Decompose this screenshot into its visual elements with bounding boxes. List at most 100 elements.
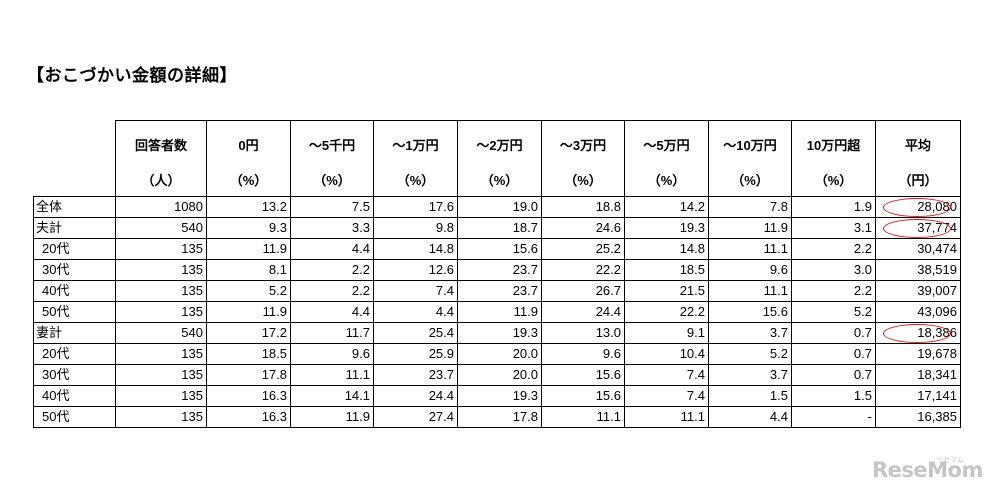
table-cell: 135	[115, 364, 207, 386]
row-label: 50代	[33, 406, 116, 428]
header-blank-cell	[33, 165, 116, 197]
table-cell: 25.2	[541, 238, 625, 260]
table-cell: 11.1	[624, 406, 709, 428]
column-unit: （%）	[708, 165, 792, 197]
table-cell: 25.9	[373, 343, 458, 365]
column-header: ～2万円	[457, 120, 542, 166]
table-row: 夫計 540 9.3 3.3 9.8 18.7 24.6 19.3 11.9 3.1 37,774	[33, 217, 961, 239]
table-cell: 11.1	[290, 364, 374, 386]
average-value: 37,774	[917, 220, 957, 235]
table-cell: 4.4	[290, 238, 374, 260]
table-cell: 135	[115, 343, 207, 365]
header-blank-cell	[33, 120, 116, 166]
column-unit: （%）	[290, 165, 374, 197]
table-cell: 2.2	[791, 238, 876, 260]
column-header: ～1万円	[373, 120, 458, 166]
row-label: 夫計	[33, 217, 116, 239]
column-header: 0円	[206, 120, 291, 166]
column-header: ～3万円	[541, 120, 625, 166]
row-label: 20代	[33, 238, 116, 260]
table-cell: 17.8	[206, 364, 291, 386]
table-cell: 11.7	[290, 322, 374, 344]
table-cell: 2.2	[290, 280, 374, 302]
table-cell: 2.2	[791, 280, 876, 302]
table-cell: 0.7	[791, 343, 876, 365]
table-cell: 1.9	[791, 196, 876, 218]
table-cell: 26.7	[541, 280, 625, 302]
table-cell: 15.6	[708, 301, 792, 323]
table-cell: 2.2	[290, 259, 374, 281]
column-unit: （%）	[457, 165, 542, 197]
table-cell: 1080	[115, 196, 207, 218]
table-row: 40代 135 16.3 14.1 24.4 19.3 15.6 7.4 1.5 1.5 17,14…	[33, 385, 961, 407]
table-cell: 540	[115, 217, 207, 239]
table-cell: 11.1	[708, 238, 792, 260]
watermark-sub: リセマム	[936, 456, 964, 464]
column-unit: （円）	[875, 165, 961, 197]
table-cell: 9.6	[290, 343, 374, 365]
column-unit: （%）	[624, 165, 709, 197]
table-cell: 8.1	[206, 259, 291, 281]
table-cell: 1.5	[791, 385, 876, 407]
table-row: 50代 135 16.3 11.9 27.4 17.8 11.1 11.1 4.4-16,385	[33, 406, 961, 428]
table-cell: 135	[115, 406, 207, 428]
table-row: 全体 1080 13.2 7.5 17.6 19.0 18.8 14.2 7.8 1.9 28,08…	[33, 196, 961, 218]
average-cell: 19,678	[875, 343, 961, 365]
table-cell: 13.0	[541, 322, 625, 344]
average-cell: 39,007	[875, 280, 961, 302]
table-cell: 3.7	[708, 364, 792, 386]
table-cell: 24.4	[373, 385, 458, 407]
average-cell: 30,474	[875, 238, 961, 260]
table-row: 40代 135 5.2 2.2 7.4 23.7 26.7 21.5 11.1 2.2 39,007	[33, 280, 961, 302]
average-cell: 16,385	[875, 406, 961, 428]
column-unit: （%）	[791, 165, 876, 197]
table-cell: 18.5	[206, 343, 291, 365]
table-cell: 19.3	[624, 217, 709, 239]
table-cell: 4.4	[708, 406, 792, 428]
table-cell: 7.4	[624, 364, 709, 386]
table-cell: 3.3	[290, 217, 374, 239]
column-unit: （%）	[373, 165, 458, 197]
table-cell: 5.2	[791, 301, 876, 323]
header-row: 回答者数 0円 ～5千円 ～1万円 ～2万円 ～3万円 ～5万円 ～10万円 10万円超 平均	[33, 120, 961, 166]
table-cell: 11.9	[708, 217, 792, 239]
table-cell: 11.1	[708, 280, 792, 302]
column-unit: （人）	[115, 165, 207, 197]
table-cell: 5.2	[206, 280, 291, 302]
average-value: 18,386	[917, 325, 957, 340]
table-cell: 19.0	[457, 196, 542, 218]
table-cell: 7.8	[708, 196, 792, 218]
table-cell: 10.4	[624, 343, 709, 365]
row-label: 20代	[33, 343, 116, 365]
table-cell: 11.9	[290, 406, 374, 428]
row-label: 30代	[33, 364, 116, 386]
table-cell: 14.8	[373, 238, 458, 260]
table-cell: 135	[115, 238, 207, 260]
table-cell: 9.1	[624, 322, 709, 344]
table-cell: 16.3	[206, 406, 291, 428]
table-cell: 9.3	[206, 217, 291, 239]
table-cell: 3.0	[791, 259, 876, 281]
table-body: 回答者数 0円 ～5千円 ～1万円 ～2万円 ～3万円 ～5万円 ～10万円 10万円超 平均 （人…	[33, 120, 961, 428]
table-cell: 14.1	[290, 385, 374, 407]
table-cell: 24.6	[541, 217, 625, 239]
table-cell: 17.8	[457, 406, 542, 428]
table-cell: 14.2	[624, 196, 709, 218]
table-cell: 20.0	[457, 343, 542, 365]
average-cell: 18,386	[875, 322, 961, 344]
table-cell: 11.9	[206, 301, 291, 323]
column-header: ～5千円	[290, 120, 374, 166]
table-cell: 16.3	[206, 385, 291, 407]
table-cell: 540	[115, 322, 207, 344]
page-title: 【おこづかい金額の詳細】	[27, 66, 237, 86]
table-cell: 17.2	[206, 322, 291, 344]
table-cell: 135	[115, 301, 207, 323]
average-cell: 43,096	[875, 301, 961, 323]
table-cell: 135	[115, 385, 207, 407]
table-cell: 0.7	[791, 364, 876, 386]
table-row: 妻計 540 17.2 11.7 25.4 19.3 13.0 9.1 3.7 0.7 18,386	[33, 322, 961, 344]
table-cell: 17.6	[373, 196, 458, 218]
row-label: 30代	[33, 259, 116, 281]
column-header: ～5万円	[624, 120, 709, 166]
average-cell: 17,141	[875, 385, 961, 407]
